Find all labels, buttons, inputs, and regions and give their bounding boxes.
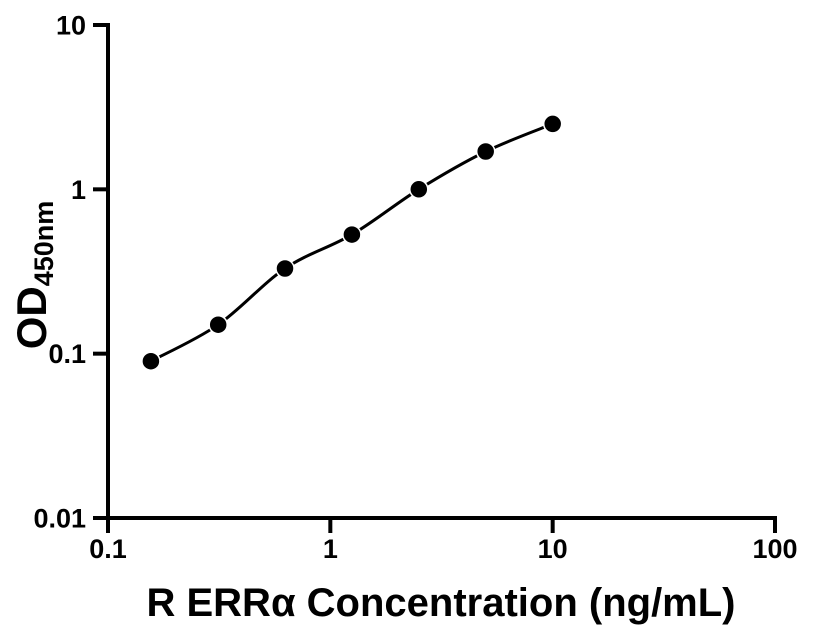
y-axis-tick-label: 10 (56, 11, 86, 41)
y-axis-tick-label: 1 (71, 175, 86, 205)
y-axis-title: OD450nm (8, 200, 59, 350)
data-point-marker (409, 179, 429, 200)
data-point-marker (542, 114, 563, 134)
y-axis-title-subscript: 450nm (29, 200, 59, 287)
data-point-marker (275, 258, 295, 279)
x-axis-tick-label: 0.1 (89, 534, 127, 564)
y-axis-tick-label: 0.01 (33, 504, 86, 534)
data-point-marker (342, 224, 362, 245)
x-axis-title: R ERRα Concentration (ng/mL) (146, 581, 736, 625)
data-point-marker (208, 314, 228, 335)
y-axis-tick-label: 0.1 (48, 339, 86, 369)
y-axis-title-main: OD (8, 286, 55, 350)
x-axis-tick-label: 10 (538, 534, 568, 564)
data-point-marker (141, 351, 161, 371)
x-axis-tick-label: 100 (752, 534, 797, 564)
x-axis-tick-label: 1 (323, 534, 338, 564)
data-point-marker (475, 141, 496, 162)
